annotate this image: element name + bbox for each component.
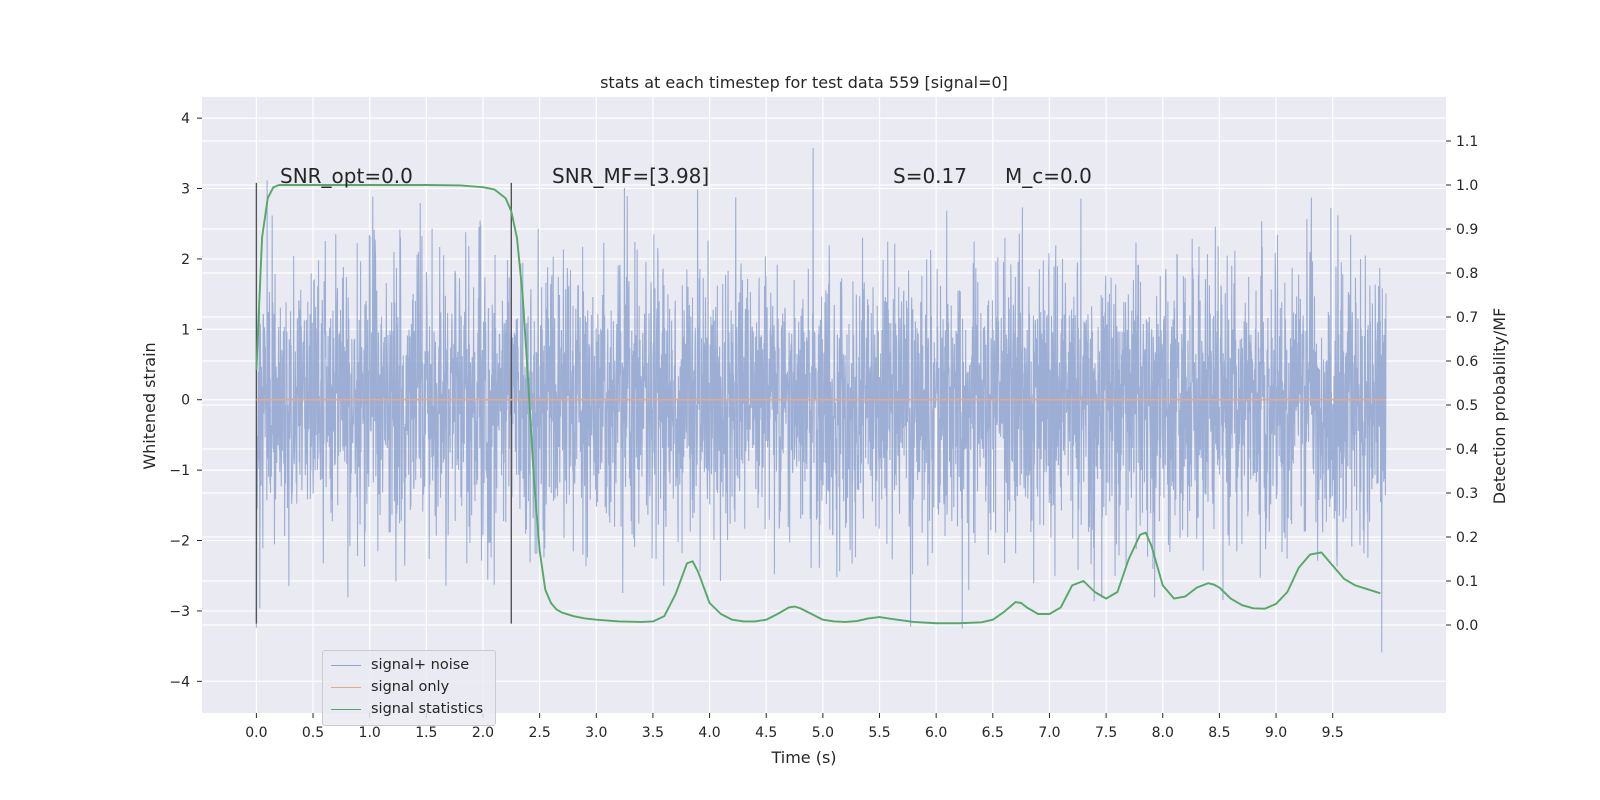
- right-y-tick-label: 0.4: [1456, 442, 1478, 458]
- right-y-tick-label: 0.2: [1456, 530, 1478, 546]
- x-tick-label: 7.5: [1095, 725, 1117, 741]
- legend-swatch-signal-noise: [331, 664, 361, 666]
- legend: signal+ noise signal only signal statist…: [322, 650, 496, 726]
- x-tick-label: 7.0: [1038, 725, 1060, 741]
- legend-label: signal+ noise: [371, 657, 470, 673]
- x-tick-label: 3.5: [642, 725, 664, 741]
- x-tick-label: 8.5: [1208, 725, 1230, 741]
- signal-noise-line: [255, 148, 1387, 653]
- legend-item-signal-statistics: signal statistics: [331, 698, 483, 720]
- right-y-tick-label: 0.7: [1456, 310, 1478, 326]
- left-y-tick-label: −3: [169, 604, 190, 620]
- chart-title: stats at each timestep for test data 559…: [600, 73, 1008, 92]
- signal-statistics-line: [255, 184, 1381, 625]
- x-tick-label: 1.5: [415, 725, 437, 741]
- left-y-tick-label: −2: [169, 534, 190, 550]
- legend-swatch-signal-statistics: [331, 708, 361, 710]
- right-y-tick-label: 1.1: [1456, 134, 1478, 150]
- legend-item-signal-only: signal only: [331, 676, 449, 698]
- annotation-snr-opt: SNR_opt=0.0: [280, 164, 413, 188]
- legend-label: signal only: [371, 679, 450, 695]
- right-y-tick-label: 0.5: [1456, 398, 1478, 414]
- annotation-snr-mf: SNR_MF=[3.98]: [552, 164, 710, 188]
- vertical-markers: [255, 182, 513, 624]
- right-y-tick-label: 0.6: [1456, 354, 1478, 370]
- left-y-tick-label: 4: [181, 111, 190, 127]
- right-y-axis-label: Detection probability/MF: [1490, 308, 1509, 505]
- signal-noise-series: [255, 148, 1387, 653]
- x-tick-label: 6.0: [925, 725, 947, 741]
- x-tick-label: 5.5: [868, 725, 890, 741]
- x-tick-label: 3.0: [585, 725, 607, 741]
- left-y-tick-label: 0: [181, 393, 190, 409]
- left-y-axis-ticks: −4 −3 −2 −1 0 1 2 3 4: [169, 111, 202, 690]
- x-tick-label: 4.0: [698, 725, 720, 741]
- x-tick-label: 5.0: [812, 725, 834, 741]
- left-y-tick-label: −1: [169, 463, 190, 479]
- right-y-tick-label: 1.0: [1456, 178, 1478, 194]
- x-tick-label: 4.5: [755, 725, 777, 741]
- left-y-axis-label: Whitened strain: [140, 342, 159, 469]
- x-axis-label: Time (s): [770, 748, 836, 767]
- right-y-axis-ticks: 0.0 0.1 0.2 0.3 0.4 0.5 0.6 0.7 0.8 0.9 1.0 1.1: [1446, 134, 1478, 634]
- left-y-tick-label: 2: [181, 252, 190, 268]
- x-tick-label: 2.5: [528, 725, 550, 741]
- x-tick-label: 0.5: [302, 725, 324, 741]
- x-tick-label: 8.0: [1152, 725, 1174, 741]
- right-y-tick-label: 0.8: [1456, 266, 1478, 282]
- left-y-tick-label: 3: [181, 182, 190, 198]
- x-tick-label: 0.0: [245, 725, 267, 741]
- right-y-tick-label: 0.3: [1456, 486, 1478, 502]
- legend-item-signal-noise: signal+ noise: [331, 654, 469, 676]
- annotation-s: S=0.17: [893, 164, 967, 188]
- x-tick-label: 9.0: [1265, 725, 1287, 741]
- right-y-tick-label: 0.1: [1456, 574, 1478, 590]
- x-tick-label: 1.0: [359, 725, 381, 741]
- right-y-tick-label: 0.0: [1456, 618, 1478, 634]
- x-tick-label: 2.0: [472, 725, 494, 741]
- x-tick-label: 6.5: [982, 725, 1004, 741]
- annotation-mc: M_c=0.0: [1005, 164, 1092, 188]
- left-y-tick-label: −4: [169, 674, 190, 690]
- x-axis-ticks: 0.0 0.5 1.0 1.5 2.0 2.5 3.0 3.5 4.0 4.5 5.0 5.5 6.0 6…: [245, 713, 1344, 741]
- x-tick-label: 9.5: [1322, 725, 1344, 741]
- right-y-tick-label: 0.9: [1456, 222, 1478, 238]
- legend-label: signal statistics: [371, 701, 484, 717]
- legend-swatch-signal-only: [331, 686, 361, 688]
- left-y-tick-label: 1: [181, 322, 190, 338]
- signal-statistics-series: [255, 184, 1381, 625]
